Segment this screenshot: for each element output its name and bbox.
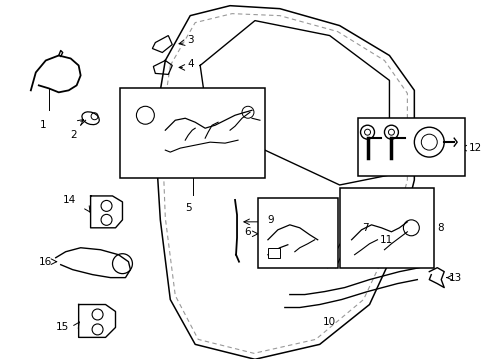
Text: 12: 12 — [469, 143, 482, 153]
Text: 6: 6 — [244, 227, 250, 237]
Bar — [268, 248, 280, 258]
Text: 13: 13 — [449, 273, 463, 283]
Text: 2: 2 — [71, 130, 77, 140]
Text: 14: 14 — [63, 195, 76, 205]
Text: 4: 4 — [187, 59, 194, 69]
Bar — [121, 88, 265, 178]
Text: 1: 1 — [40, 120, 46, 130]
Bar — [340, 188, 434, 268]
Text: 3: 3 — [187, 35, 194, 45]
Text: 9: 9 — [267, 215, 273, 225]
Text: 11: 11 — [379, 235, 392, 245]
Text: 10: 10 — [323, 318, 336, 328]
Text: 8: 8 — [437, 223, 444, 233]
Bar — [258, 198, 338, 268]
Text: 15: 15 — [56, 323, 69, 332]
Text: 16: 16 — [39, 257, 52, 267]
Bar — [358, 118, 465, 176]
Text: 7: 7 — [363, 223, 369, 233]
Text: 5: 5 — [185, 203, 192, 213]
